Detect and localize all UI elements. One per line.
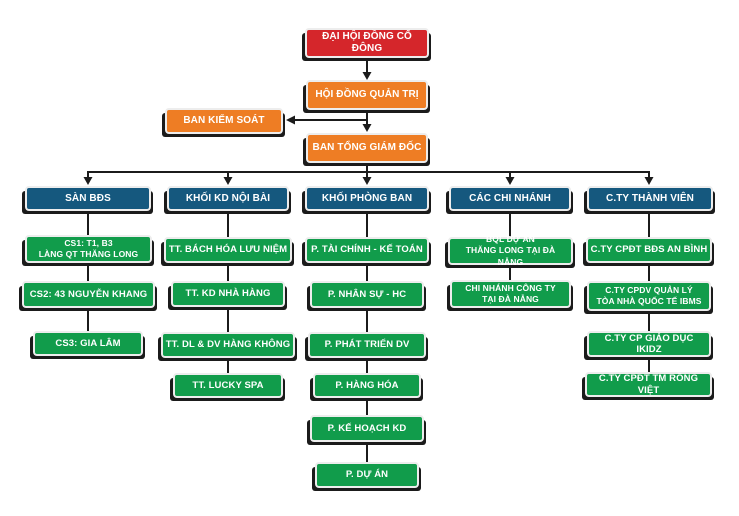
unit-chi-nhanh-cong-ty-da-nang: CHI NHÁNH CÔNG TY TẠI ĐÀ NẴNG: [450, 280, 571, 308]
unit-tt-lucky-spa: TT. LUCKY SPA: [173, 373, 283, 398]
header-khoi-kd-noi-bai: KHỐI KD NỘI BÀI: [167, 186, 289, 211]
unit-cty-cp-giao-duc-ikidz: C.TY CP GIÁO DỤC IKIDZ: [587, 331, 711, 357]
unit-tt-dl-dv-hang-khong: TT. DL & DV HÀNG KHÔNG: [161, 332, 295, 358]
unit-cty-cpdv-quan-ly-toa-nha-ibms: C.TY CPDV QUẢN LÝ TÒA NHÀ QUỐC TẾ IBMS: [587, 281, 711, 311]
header-cac-chi-nhanh: CÁC CHI NHÁNH: [449, 186, 571, 211]
header-san-bds: SÀN BĐS: [25, 186, 151, 211]
unit-cs1-lang-qt-thang-long: CS1: T1, B3 LÀNG QT THĂNG LONG: [25, 235, 152, 263]
header-khoi-phong-ban: KHỐI PHÒNG BAN: [305, 186, 429, 211]
unit-cs2-43-nguyen-khang: CS2: 43 NGUYỄN KHANG: [22, 281, 155, 308]
unit-bql-du-an-thang-long-da-nang: BQL DỰ ÁN THĂNG LONG TẠI ĐÀ NẴNG: [448, 234, 573, 267]
unit-p-phat-trien-dv: P. PHÁT TRIỂN DV: [308, 332, 426, 358]
unit-p-du-an: P. DỰ ÁN: [315, 462, 419, 488]
unit-cs3-gia-lam: CS3: GIA LÂM: [33, 331, 143, 356]
node-board-of-management: HỘI ĐỒNG QUẢN TRỊ: [306, 80, 428, 110]
node-general-directorate: BAN TỔNG GIÁM ĐỐC: [306, 133, 428, 163]
unit-p-tai-chinh-ke-toan: P. TÀI CHÍNH - KẾ TOÁN: [305, 237, 429, 263]
unit-cty-cpdt-tm-rong-viet: C.TY CPĐT TM RỒNG VIỆT: [585, 372, 712, 397]
unit-p-hang-hoa: P. HÀNG HÓA: [313, 373, 421, 398]
header-cty-thanh-vien: C.TY THÀNH VIÊN: [587, 186, 713, 211]
unit-p-nhan-su-hc: P. NHÂN SỰ - HC: [310, 281, 424, 308]
unit-tt-bach-hoa-luu-niem: TT. BÁCH HÓA LƯU NIỆM: [164, 237, 292, 263]
unit-cty-cpdt-bds-an-binh: C.TY CPĐT BĐS AN BÌNH: [586, 237, 712, 263]
node-supervisory-board: BAN KIỂM SOÁT: [165, 108, 283, 134]
unit-p-ke-hoach-kd: P. KẾ HOẠCH KD: [310, 415, 424, 442]
node-shareholders-meeting: ĐẠI HỘI ĐỒNG CỔ ĐÔNG: [305, 28, 429, 58]
unit-tt-kd-nha-hang: TT. KD NHÀ HÀNG: [171, 281, 285, 307]
